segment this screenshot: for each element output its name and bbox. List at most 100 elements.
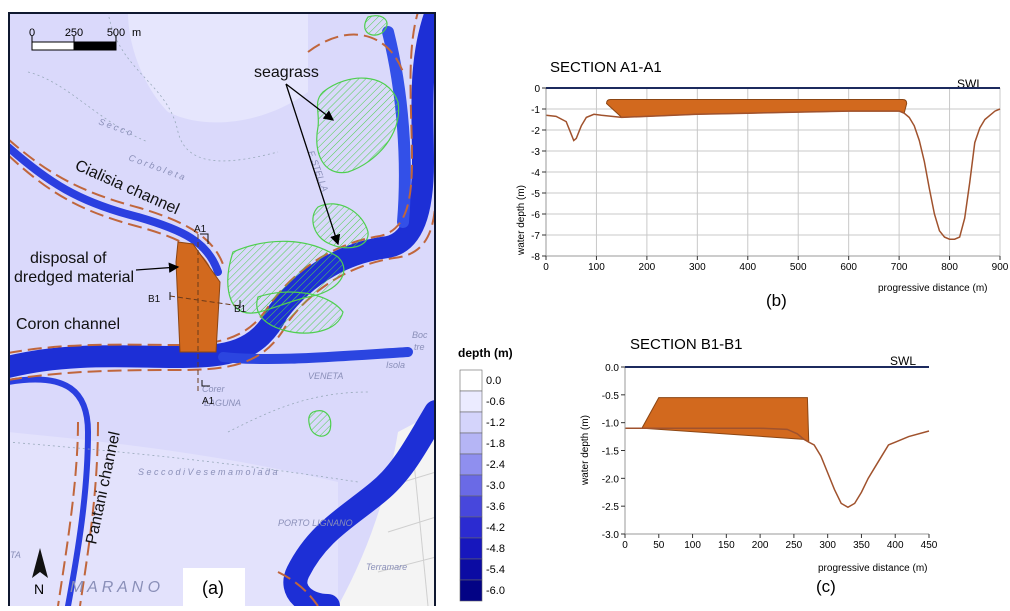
legend-label: -4.2	[486, 522, 505, 534]
legend-swatch	[459, 537, 483, 560]
land-streets	[377, 451, 436, 606]
y-tick-label: -1.5	[602, 447, 620, 458]
basemap-label-marano: M A R A N O	[70, 579, 160, 596]
seagrass-label: seagrass	[254, 64, 319, 81]
section-b1-right: B1	[234, 304, 247, 315]
scale-tick-500: 500	[107, 27, 125, 39]
y-tick-label: -6	[531, 210, 540, 221]
x-tick-label: 0	[622, 540, 628, 551]
y-tick-label: 0	[534, 84, 540, 95]
y-tick-label: -7	[531, 231, 540, 242]
basemap-label-isola: Isola	[386, 360, 405, 370]
section-a1-chart: SECTION A1-A1 SWL water depth (m) progre…	[512, 50, 1010, 312]
shallow-area	[128, 12, 308, 123]
section-b1-chart: SECTION B1-B1 SWL water depth (m) progre…	[540, 330, 980, 600]
legend-label: -1.8	[486, 438, 505, 450]
basemap-label-terramare: Terramare	[366, 562, 407, 572]
outlet-channel	[283, 400, 436, 606]
x-tick-label: 600	[840, 262, 857, 273]
panel-label-a: (a)	[202, 578, 224, 598]
chart-b-xlabel: progressive distance (m)	[878, 283, 987, 294]
seabed-profile-line	[625, 427, 930, 509]
chart-c-panel-label: (c)	[816, 577, 836, 596]
legend-title: depth (m)	[458, 346, 513, 360]
y-tick-label: -1	[531, 105, 540, 116]
legend-swatch	[459, 579, 483, 602]
legend-swatch	[459, 474, 483, 497]
disposal-fill	[606, 99, 908, 118]
x-tick-label: 200	[639, 262, 656, 273]
disposal-label-line2: dredged material	[14, 269, 134, 286]
y-tick-label: -3.0	[602, 530, 620, 541]
legend-items: 0.0 -0.6 -1.2 -1.8 -2.4 -3.0 -3.6 -4.2 -4.8 -5.4 -…	[459, 369, 505, 602]
basemap-label-corer: Corer	[202, 384, 226, 394]
site-map: 0 250 500 m C o r b o l e t a S e c c o …	[8, 12, 436, 606]
disposal-fill	[641, 397, 810, 444]
section-lines	[169, 234, 241, 392]
x-tick-label: 0	[543, 262, 549, 273]
scale-tick-0: 0	[29, 27, 35, 39]
chart-b-title: SECTION A1-A1	[550, 59, 662, 76]
legend-label: -2.4	[486, 459, 505, 471]
x-tick-label: 400	[739, 262, 756, 273]
pantani-channel	[8, 376, 92, 606]
basemap-label-tre: tre	[414, 342, 425, 352]
y-tick-label: -0.5	[602, 391, 620, 402]
basemap-label-ta: TA	[10, 550, 21, 560]
depth-legend: depth (m) 0.0 -0.6 -1.2 -1.8 -2.4 -3.0 -3.6 -4.…	[458, 343, 528, 606]
x-tick-label: 500	[790, 262, 807, 273]
x-tick-label: 300	[819, 540, 836, 551]
section-b1-left: B1	[148, 294, 161, 305]
disposal-area	[175, 241, 221, 353]
map-frame	[8, 12, 436, 606]
x-tick-label: 450	[921, 540, 938, 551]
legend-swatch	[459, 495, 483, 518]
legend-swatch	[459, 453, 483, 476]
legend-label: 0.0	[486, 375, 501, 387]
legend-label: -0.6	[486, 396, 505, 408]
y-tick-label: 0.0	[605, 363, 619, 374]
legend-swatch	[459, 411, 483, 434]
x-tick-label: 50	[653, 540, 665, 551]
coron-channel-lower	[218, 347, 413, 365]
x-tick-label: 100	[684, 540, 701, 551]
east-channel	[382, 26, 411, 228]
panel-label-box	[183, 568, 245, 606]
basemap-label-porto-lignano: PORTO LIGNANO	[278, 518, 353, 528]
cialisia-channel	[8, 143, 222, 276]
chart-c-plot: 0.0 -0.5 -1.0 -1.5 -2.0 -2.5 -3.00 50 100 150 200 2…	[602, 363, 938, 551]
section-markers	[169, 233, 241, 387]
y-tick-label: -2.5	[602, 502, 620, 513]
legend-swatch	[459, 516, 483, 539]
y-tick-label: -8	[531, 252, 540, 263]
basemap-label-laguna: LAGUNA	[204, 398, 241, 408]
legend-swatch	[459, 558, 483, 581]
x-tick-label: 150	[718, 540, 735, 551]
scale-bar: 0 250 500 m	[29, 27, 141, 51]
legend-label: -3.0	[486, 480, 505, 492]
chart-b-ylabel: water depth (m)	[516, 185, 527, 256]
x-tick-label: 100	[588, 262, 605, 273]
y-tick-label: -3	[531, 147, 540, 158]
disposal-label-line1: disposal of	[30, 250, 107, 267]
section-a1-bottom: A1	[202, 396, 215, 407]
y-tick-label: -2	[531, 126, 540, 137]
section-a1-top: A1	[194, 224, 207, 235]
north-arrow: N	[32, 548, 48, 597]
chart-c-ylabel: water depth (m)	[580, 415, 591, 486]
legend-swatch	[459, 390, 483, 413]
legend-label: -5.4	[486, 564, 505, 576]
chart-c-title: SECTION B1-B1	[630, 336, 743, 353]
chart-b-panel-label: (b)	[766, 291, 787, 310]
north-label: N	[34, 581, 44, 597]
legend-swatch	[459, 369, 483, 392]
x-tick-label: 200	[752, 540, 769, 551]
x-tick-label: 300	[689, 262, 706, 273]
depth-contours	[8, 12, 369, 483]
legend-swatch	[459, 432, 483, 455]
chart-b-plot: 0-1-2-3-4-5-6-7-80 100 200 300 400 500 600 700 8…	[531, 84, 1009, 273]
y-tick-label: -5	[531, 189, 540, 200]
seagrass-areas	[227, 15, 400, 437]
basemap-label-veneta: VENETA	[308, 371, 343, 381]
legend-label: -4.8	[486, 543, 505, 555]
